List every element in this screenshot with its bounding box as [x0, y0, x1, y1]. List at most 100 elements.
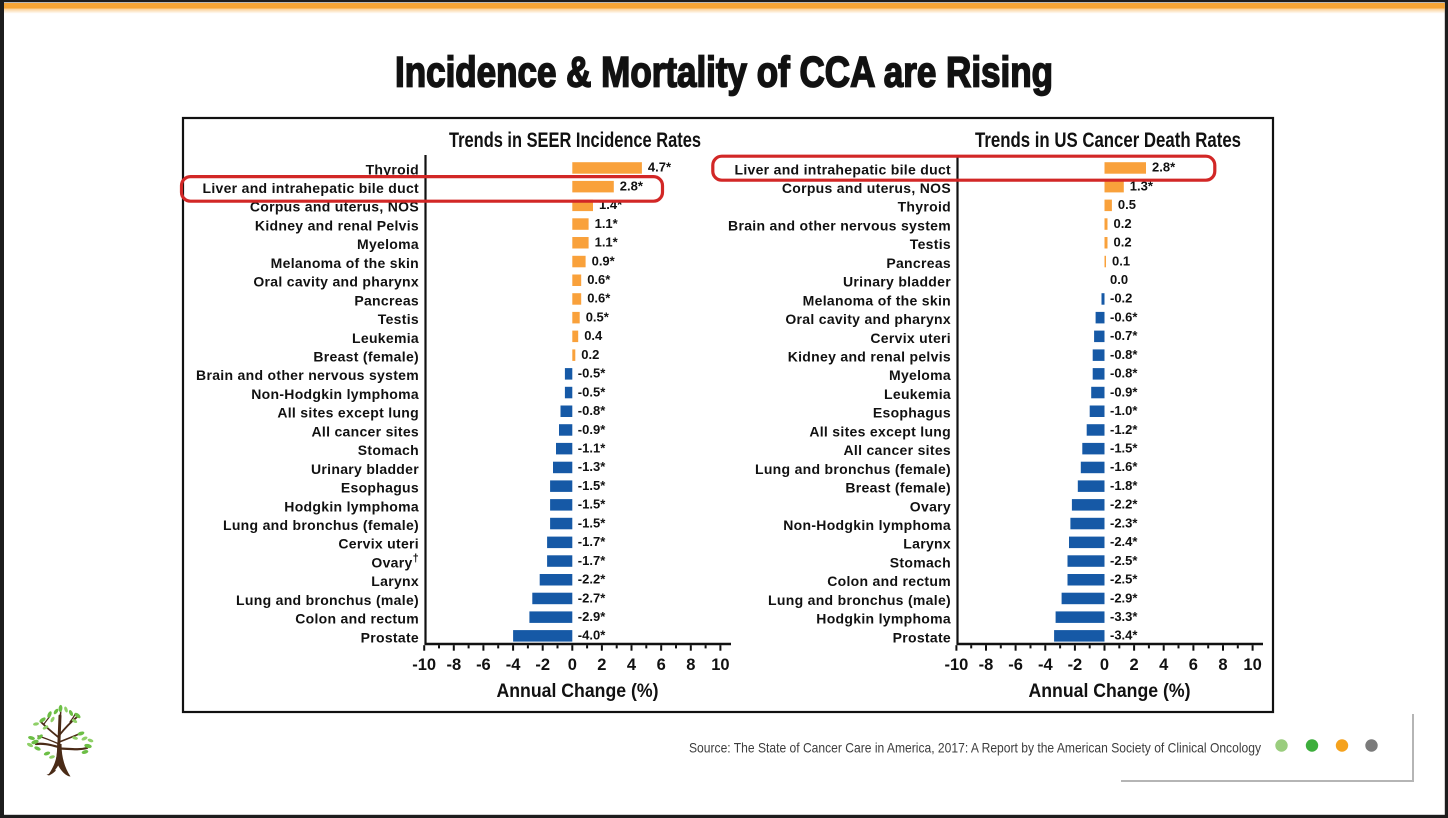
svg-text:-1.3*: -1.3*	[578, 459, 606, 474]
svg-text:8: 8	[686, 656, 695, 674]
svg-text:-1.2*: -1.2*	[1110, 422, 1138, 437]
svg-text:Cervix uteri: Cervix uteri	[870, 330, 951, 346]
svg-text:-0.6*: -0.6*	[1110, 310, 1138, 325]
svg-text:-4.0*: -4.0*	[578, 628, 606, 643]
svg-text:Cervix uteri: Cervix uteri	[338, 536, 419, 552]
svg-text:-2.4*: -2.4*	[1110, 534, 1138, 549]
svg-text:0.2: 0.2	[1114, 235, 1132, 250]
svg-text:1.4*: 1.4*	[599, 197, 623, 212]
svg-text:Pancreas: Pancreas	[354, 292, 419, 308]
svg-text:2.8*: 2.8*	[620, 178, 644, 193]
svg-text:All sites except lung: All sites except lung	[277, 405, 419, 421]
svg-text:-1.5*: -1.5*	[578, 478, 606, 493]
svg-text:Incidence & Mortality of CCA a: Incidence & Mortality of CCA are Rising	[395, 49, 1053, 97]
svg-text:-2: -2	[535, 656, 550, 674]
svg-text:-0.9*: -0.9*	[578, 422, 606, 437]
svg-text:Larynx: Larynx	[371, 573, 419, 589]
svg-text:-2.9*: -2.9*	[578, 609, 606, 624]
svg-text:-0.8*: -0.8*	[1110, 366, 1138, 381]
svg-text:2.8*: 2.8*	[1152, 160, 1176, 175]
svg-text:-2.2*: -2.2*	[1110, 497, 1138, 512]
svg-text:-8: -8	[446, 656, 461, 674]
svg-text:0.0: 0.0	[1110, 272, 1128, 287]
svg-text:Liver and intrahepatic bile du: Liver and intrahepatic bile duct	[734, 161, 951, 177]
svg-text:Liver and intrahepatic bile du: Liver and intrahepatic bile duct	[202, 180, 419, 196]
svg-text:-3.4*: -3.4*	[1110, 628, 1138, 643]
svg-text:-2.7*: -2.7*	[578, 590, 606, 605]
svg-text:Melanoma of the skin: Melanoma of the skin	[271, 255, 419, 271]
svg-text:-2.9*: -2.9*	[1110, 590, 1138, 605]
svg-text:10: 10	[1243, 656, 1261, 674]
svg-text:Trends in US Cancer Death Rate: Trends in US Cancer Death Rates	[975, 129, 1241, 152]
svg-text:4: 4	[1159, 656, 1169, 674]
svg-text:Thyroid: Thyroid	[898, 199, 951, 215]
svg-text:0.1: 0.1	[1112, 253, 1130, 268]
svg-text:4.7*: 4.7*	[648, 160, 672, 175]
svg-text:-4: -4	[506, 656, 521, 674]
svg-text:Hodgkin lymphoma: Hodgkin lymphoma	[284, 498, 419, 514]
svg-text:Oral cavity and pharynx: Oral cavity and pharynx	[785, 311, 951, 327]
svg-text:Testis: Testis	[378, 311, 419, 327]
svg-text:Urinary bladder: Urinary bladder	[843, 274, 951, 290]
svg-text:-6: -6	[1008, 656, 1023, 674]
svg-text:Myeloma: Myeloma	[357, 236, 419, 252]
svg-text:-1.8*: -1.8*	[1110, 478, 1138, 493]
svg-text:All sites except lung: All sites except lung	[809, 423, 951, 439]
svg-text:-10: -10	[944, 656, 968, 674]
svg-text:Trends in SEER Incidence Rates: Trends in SEER Incidence Rates	[449, 129, 701, 152]
svg-text:Pancreas: Pancreas	[886, 255, 951, 271]
svg-text:-8: -8	[979, 656, 994, 674]
svg-text:Oral cavity and pharynx: Oral cavity and pharynx	[253, 274, 419, 290]
svg-text:-1.5*: -1.5*	[1110, 441, 1138, 456]
svg-text:-1.5*: -1.5*	[578, 497, 606, 512]
svg-text:1.1*: 1.1*	[595, 216, 619, 231]
svg-text:Annual Change (%): Annual Change (%)	[1029, 680, 1191, 702]
svg-text:2: 2	[597, 656, 606, 674]
svg-text:Esophagus: Esophagus	[873, 405, 951, 421]
svg-text:Non-Hodgkin lymphoma: Non-Hodgkin lymphoma	[251, 386, 419, 402]
svg-text:-10: -10	[412, 656, 436, 674]
svg-text:0.9*: 0.9*	[592, 253, 616, 268]
svg-text:Stomach: Stomach	[890, 554, 951, 570]
svg-text:6: 6	[657, 656, 666, 674]
svg-text:0.4: 0.4	[584, 328, 603, 343]
svg-text:Urinary bladder: Urinary bladder	[311, 461, 419, 477]
svg-text:-4: -4	[1038, 656, 1053, 674]
svg-text:Ovary: Ovary	[910, 498, 951, 514]
svg-text:0.5*: 0.5*	[586, 310, 610, 325]
svg-text:8: 8	[1218, 656, 1227, 674]
svg-text:-6: -6	[476, 656, 491, 674]
svg-text:0.2: 0.2	[581, 347, 599, 362]
svg-text:-0.8*: -0.8*	[1110, 347, 1138, 362]
svg-text:Leukemia: Leukemia	[884, 386, 951, 402]
svg-text:Breast (female): Breast (female)	[845, 480, 951, 496]
svg-text:-2.2*: -2.2*	[578, 572, 606, 587]
svg-text:-0.9*: -0.9*	[1110, 384, 1138, 399]
svg-text:-2.3*: -2.3*	[1110, 515, 1138, 530]
svg-text:-3.3*: -3.3*	[1110, 609, 1138, 624]
svg-text:-1.1*: -1.1*	[578, 441, 606, 456]
svg-text:Lung and bronchus (male): Lung and bronchus (male)	[768, 592, 951, 608]
svg-text:-1.7*: -1.7*	[578, 553, 606, 568]
svg-text:Kidney and renal Pelvis: Kidney and renal Pelvis	[255, 218, 419, 234]
svg-text:Colon and rectum: Colon and rectum	[827, 573, 951, 589]
svg-text:-2: -2	[1068, 656, 1083, 674]
svg-text:0: 0	[1100, 656, 1109, 674]
svg-text:0.6*: 0.6*	[587, 272, 611, 287]
svg-text:4: 4	[627, 656, 637, 674]
svg-text:-1.6*: -1.6*	[1110, 459, 1138, 474]
svg-text:Brain and other nervous system: Brain and other nervous system	[196, 367, 419, 383]
svg-text:10: 10	[711, 656, 729, 674]
svg-text:All cancer sites: All cancer sites	[311, 423, 419, 439]
svg-text:1.3*: 1.3*	[1130, 178, 1154, 193]
svg-text:Non-Hodgkin lymphoma: Non-Hodgkin lymphoma	[783, 517, 951, 533]
svg-text:Melanoma of the skin: Melanoma of the skin	[803, 292, 951, 308]
svg-text:Lung and bronchus (female): Lung and bronchus (female)	[755, 461, 951, 477]
svg-text:-0.8*: -0.8*	[578, 403, 606, 418]
svg-text:Thyroid: Thyroid	[366, 161, 419, 177]
svg-text:Leukemia: Leukemia	[352, 330, 419, 346]
svg-text:0.5: 0.5	[1118, 197, 1136, 212]
svg-text:6: 6	[1189, 656, 1198, 674]
svg-text:Ovary†: Ovary†	[371, 552, 419, 570]
svg-text:0: 0	[568, 656, 577, 674]
